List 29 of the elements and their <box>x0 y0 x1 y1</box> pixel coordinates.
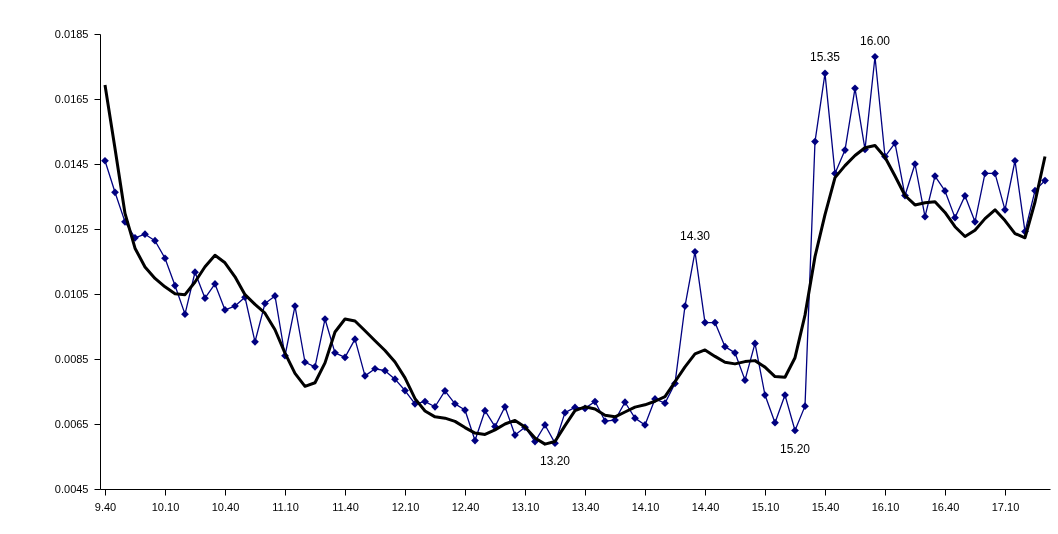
x-tick-label: 12.40 <box>451 500 480 513</box>
y-tick-label: 0.0165 <box>54 92 89 105</box>
y-tick-label: 0.0045 <box>54 482 89 495</box>
x-tick-label: 16.40 <box>931 500 960 513</box>
x-tick-label: 10.10 <box>151 500 180 513</box>
y-tick-label: 0.0125 <box>54 222 89 235</box>
annotation: 13.20 <box>539 454 571 469</box>
y-tick-label: 0.0065 <box>54 417 89 430</box>
annotation: 14.30 <box>679 228 711 243</box>
x-tick-label: 11.40 <box>332 500 359 513</box>
x-tick-label: 16.10 <box>871 500 900 513</box>
x-tick-label: 13.10 <box>511 500 540 513</box>
annotation: 15.20 <box>779 441 811 456</box>
x-tick-label: 11.10 <box>272 500 299 513</box>
x-tick-label: 10.40 <box>211 500 240 513</box>
x-tick-label: 17.10 <box>991 500 1020 513</box>
x-tick-label: 15.10 <box>751 500 780 513</box>
x-tick-label: 13.40 <box>571 500 600 513</box>
y-tick-label: 0.0145 <box>54 157 89 170</box>
y-tick-label: 0.0185 <box>54 27 89 40</box>
annotation: 15.35 <box>809 50 841 65</box>
x-tick-label: 9.40 <box>94 500 117 513</box>
x-tick-label: 15.40 <box>811 500 840 513</box>
y-tick-label: 0.0105 <box>54 287 89 300</box>
x-tick-label: 14.10 <box>631 500 660 513</box>
x-tick-label: 12.10 <box>391 500 420 513</box>
annotation: 16.00 <box>859 33 891 48</box>
y-tick-label: 0.0085 <box>54 352 89 365</box>
x-tick-label: 14.40 <box>691 500 720 513</box>
